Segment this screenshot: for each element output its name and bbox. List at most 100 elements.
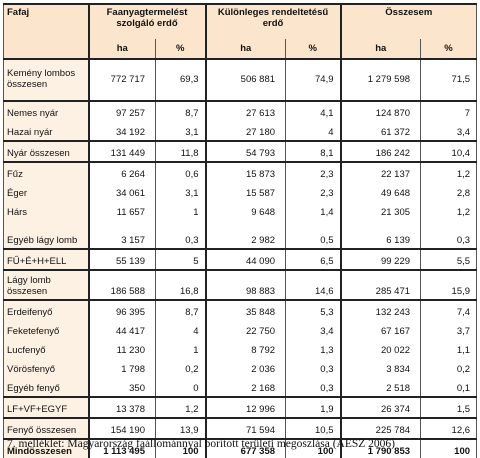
cell: 0,5 — [285, 220, 342, 249]
cell: 8,7 — [154, 101, 207, 121]
cell: 2 036 — [204, 358, 287, 377]
cell: 8 792 — [204, 339, 287, 358]
cell: 4 — [154, 320, 207, 339]
row-label: Kemény lombos összesen — [3, 59, 89, 101]
cell: 186 588 — [87, 270, 156, 300]
cell: 0,2 — [154, 358, 207, 377]
header-unit: % — [420, 39, 478, 60]
forest-table: Fafaj Faanyagtermelést szolgáló erdő Külön… — [3, 3, 478, 458]
table-row: Kemény lombos összesen 772 717 69,3 506 881… — [3, 59, 478, 101]
row-label: Hárs — [3, 201, 89, 220]
table-row: Lágy lomb összesen 186 588 16,8 98 883 14,6 2… — [3, 270, 478, 300]
cell: 1,4 — [285, 201, 342, 220]
caption: 7. melléklet: Magyarország faállománnyal… — [7, 438, 396, 450]
table-row: Vörösfenyő 1 798 0,2 2 036 0,3 3 834 0,2 — [3, 358, 478, 377]
cell: 6 139 — [339, 220, 422, 249]
table-row: FŰ+É+H+ELL 55 139 5 44 090 6,5 99 229 5,5 — [3, 249, 478, 270]
table-row: Mindösszesen 1 113 495 100 677 358 100 1 790 … — [3, 439, 478, 458]
table-row: Éger 34 061 3,1 15 587 2,3 49 648 2,8 — [3, 182, 478, 201]
table-header: Fafaj Faanyagtermelést szolgáló erdő Külön… — [3, 3, 478, 60]
cell: 71 594 — [204, 418, 287, 439]
cell: 74,9 — [285, 59, 342, 101]
row-label: LF+VF+EGYF — [3, 397, 89, 418]
cell: 1 — [154, 201, 207, 220]
cell: 34 192 — [87, 121, 156, 141]
row-label: Vörösfenyő — [3, 358, 89, 377]
cell: 10,5 — [285, 418, 342, 439]
row-label: Egyéb lágy lomb — [3, 220, 89, 249]
cell: 5,5 — [420, 249, 478, 270]
cell: 285 471 — [339, 270, 422, 300]
cell: 1,2 — [420, 162, 478, 182]
row-label: Erdeifenyő — [3, 300, 89, 320]
cell: 98 883 — [204, 270, 287, 300]
cell: 6 264 — [87, 162, 156, 182]
cell: 154 190 — [87, 418, 156, 439]
header-group: Faanyagtermelést szolgáló erdő — [87, 3, 207, 39]
cell: 132 243 — [339, 300, 422, 320]
cell: 27 613 — [204, 101, 287, 121]
cell: 2,8 — [420, 182, 478, 201]
cell: 8,1 — [285, 141, 342, 162]
cell: 99 229 — [339, 249, 422, 270]
cell: 97 257 — [87, 101, 156, 121]
cell: 12 996 — [204, 397, 287, 418]
header-group: Összesem — [339, 3, 478, 39]
cell: 2,3 — [285, 162, 342, 182]
cell: 506 881 — [204, 59, 287, 101]
header-unit: ha — [339, 39, 422, 60]
cell: 3,4 — [420, 121, 478, 141]
cell: 26 374 — [339, 397, 422, 418]
cell: 1,1 — [420, 339, 478, 358]
row-group: LF+VF+EGYF 13 378 1,2 12 996 1,9 26 374 1,5 — [3, 397, 478, 418]
table-row: Egyéb lágy lomb 3 157 0,3 2 982 0,5 6 139 0,3 — [3, 220, 478, 249]
header-unit: ha — [204, 39, 287, 60]
table-row: Erdeifenyő 96 395 8,7 35 848 5,3 132 243 7,4 — [3, 300, 478, 320]
cell: 1,5 — [420, 397, 478, 418]
table-row: Lucfenyő 11 230 1 8 792 1,3 20 022 1,1 — [3, 339, 478, 358]
cell: 1,9 — [285, 397, 342, 418]
cell: 21 305 — [339, 201, 422, 220]
cell: 11 657 — [87, 201, 156, 220]
cell: 0,2 — [420, 358, 478, 377]
cell: 186 242 — [339, 141, 422, 162]
cell: 3 157 — [87, 220, 156, 249]
header-unit: % — [154, 39, 207, 60]
cell: 49 648 — [339, 182, 422, 201]
cell: 55 139 — [87, 249, 156, 270]
cell: 11,8 — [154, 141, 207, 162]
table-row: Hazai nyár 34 192 3,1 27 180 4 61 372 3,4 — [3, 121, 478, 141]
row-group: FŰ+É+H+ELL 55 139 5 44 090 6,5 99 229 5,5 — [3, 249, 478, 270]
row-group: Fenyő összesen 154 190 13,9 71 594 10,5 225 7… — [3, 418, 478, 439]
header-unit: ha — [87, 39, 156, 60]
row-group: Lágy lomb összesen 186 588 16,8 98 883 14,6 2… — [3, 270, 478, 300]
cell: 1,2 — [154, 397, 207, 418]
cell: 1 279 598 — [339, 59, 422, 101]
cell: 7,4 — [420, 300, 478, 320]
cell: 0,3 — [154, 220, 207, 249]
table-row: Feketefenyő 44 417 4 22 750 3,4 67 167 3,7 — [3, 320, 478, 339]
cell: 44 417 — [87, 320, 156, 339]
cell: 34 061 — [87, 182, 156, 201]
cell: 0,3 — [285, 377, 342, 397]
row-group: Erdeifenyő 96 395 8,7 35 848 5,3 132 243 7,4 Fe… — [3, 300, 478, 397]
cell: 3,7 — [420, 320, 478, 339]
cell: 2 982 — [204, 220, 287, 249]
cell: 54 793 — [204, 141, 287, 162]
row-label: Fűz — [3, 162, 89, 182]
cell: 5,3 — [285, 300, 342, 320]
cell: 124 870 — [339, 101, 422, 121]
cell: 0,3 — [420, 220, 478, 249]
cell: 15,9 — [420, 270, 478, 300]
row-label: Éger — [3, 182, 89, 201]
cell: 5 — [154, 249, 207, 270]
cell: 1,3 — [285, 339, 342, 358]
cell: 67 167 — [339, 320, 422, 339]
cell: 3,4 — [285, 320, 342, 339]
cell: 14,6 — [285, 270, 342, 300]
cell: 20 022 — [339, 339, 422, 358]
cell: 225 784 — [339, 418, 422, 439]
cell: 11 230 — [87, 339, 156, 358]
row-group: Nemes nyár 97 257 8,7 27 613 4,1 124 870 7 Haza… — [3, 101, 478, 141]
cell: 1 — [154, 339, 207, 358]
